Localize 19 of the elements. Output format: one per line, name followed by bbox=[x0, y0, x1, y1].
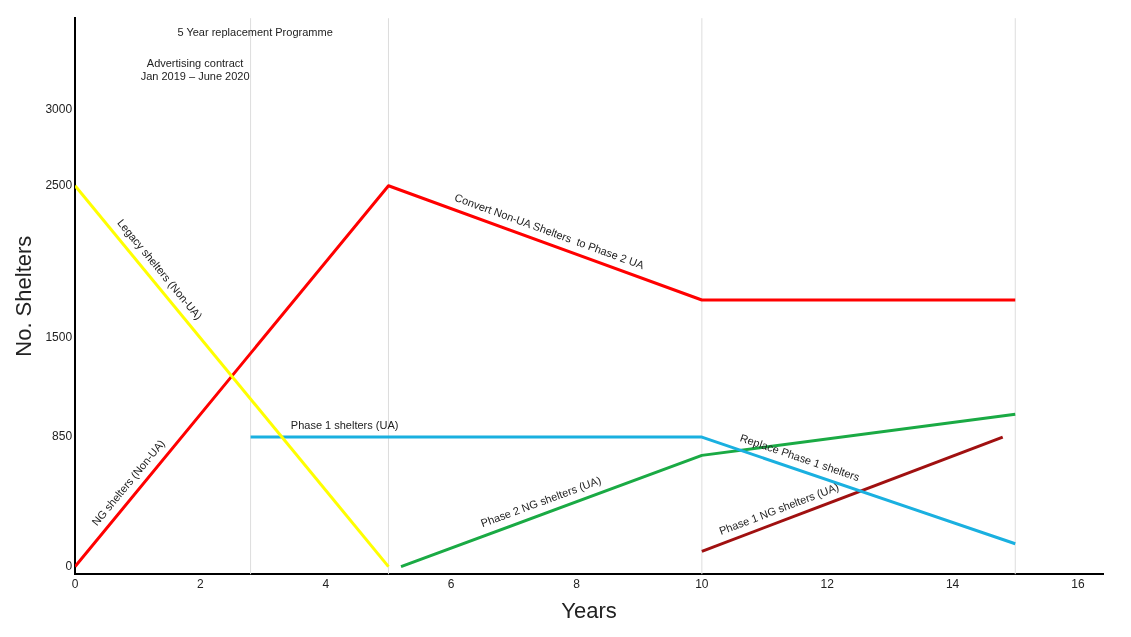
x-tick-label: 16 bbox=[1071, 576, 1085, 591]
x-tick-label: 6 bbox=[447, 576, 455, 591]
y-tick-label: 850 bbox=[52, 429, 73, 444]
x-tick-label: 14 bbox=[945, 576, 960, 591]
x-axis-title: Years bbox=[561, 597, 617, 623]
annotation: Phase 2 NG shelters (UA) bbox=[479, 473, 603, 530]
annotation: Advertising contract Jan 2019 – June 2020 bbox=[140, 56, 250, 82]
x-tick-label: 12 bbox=[820, 576, 835, 591]
x-tick-label: 4 bbox=[322, 576, 330, 591]
annotation: Phase 1 shelters (UA) bbox=[290, 418, 399, 431]
x-tick-label: 8 bbox=[573, 576, 581, 591]
y-axis-title: No. Shelters bbox=[11, 235, 37, 357]
x-tick-label: 10 bbox=[695, 576, 709, 591]
annotation: 5 Year replacement Programme bbox=[177, 25, 333, 38]
y-tick-label: 1500 bbox=[45, 330, 73, 345]
x-tick-label: 2 bbox=[197, 576, 205, 591]
y-tick-label: 0 bbox=[65, 558, 73, 573]
y-tick-label: 2500 bbox=[45, 178, 73, 193]
y-tick-label: 3000 bbox=[45, 101, 73, 116]
